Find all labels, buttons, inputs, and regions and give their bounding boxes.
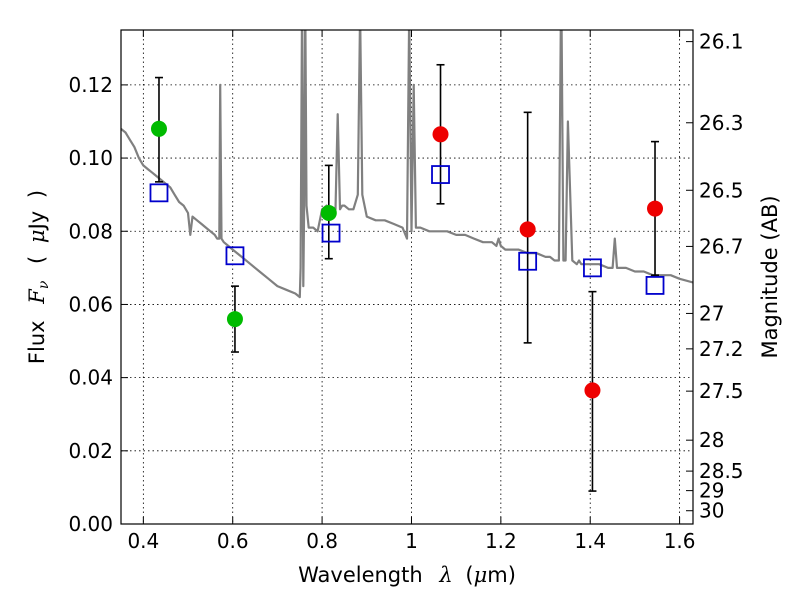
model-square-marker [149, 183, 169, 203]
y-axis-label-prefix: Flux [25, 320, 49, 364]
model-square-marker [225, 246, 245, 266]
y2-tick-label: 26.3 [699, 111, 744, 135]
y-axis-label-units-rest: Jy [25, 211, 49, 232]
red-point [519, 221, 536, 238]
red-point [584, 382, 601, 399]
y-tick-label: 0.04 [68, 366, 113, 390]
model-square-marker [321, 223, 341, 243]
y-tick-label: 0.12 [68, 73, 113, 97]
y-axis-label-symbol: F [25, 288, 49, 305]
x-tick-label: 0.6 [217, 529, 249, 553]
y2-tick-label: 27 [699, 301, 724, 325]
y2-tick-label: 28.5 [699, 459, 744, 483]
x-tick-label: 1.6 [664, 529, 696, 553]
y-axis-label: Flux Fν ( μJy ) [25, 190, 53, 364]
x-axis-label: Wavelength λ (μm) [298, 563, 516, 587]
y-tick-label: 0.08 [68, 219, 113, 243]
y-tick-label: 0.06 [68, 292, 113, 316]
model-square-marker [518, 251, 538, 271]
green-point [150, 120, 167, 137]
y-axis-label-units-close: ) [25, 190, 49, 198]
y2-tick-label: 28 [699, 428, 724, 452]
spectrum-line [121, 30, 693, 299]
y-axis-label-symbol-sub: ν [36, 280, 52, 289]
red-point [647, 200, 664, 217]
plot-frame [120, 29, 694, 525]
y-axis-label-units-open: ( [25, 256, 49, 264]
y2-tick-label: 26.5 [699, 178, 744, 202]
ticks: 0.4 0.6 0.8 1 1.2 1.4 1.6 0.00 0.02 0.04 0.06 0.08 0… [68, 30, 743, 553]
y2-tick-label: 26.7 [699, 234, 744, 258]
y2-axis-label: Magnitude (AB) [758, 195, 782, 358]
green-point [226, 311, 243, 328]
y-tick-label: 0.10 [68, 146, 113, 170]
x-axis-label-prefix: Wavelength [298, 563, 423, 587]
y2-tick-label: 29 [699, 479, 724, 503]
model-square-marker [583, 258, 602, 278]
y-axis-label-units-mu: μ [25, 229, 49, 243]
y-tick-label: 0.02 [68, 439, 113, 463]
y2-tick-label: 27.2 [699, 337, 744, 361]
red-point [432, 126, 449, 143]
model-square-marker [431, 165, 450, 184]
x-axis-label-units-open: ( [465, 563, 473, 587]
y2-tick-label: 27.5 [699, 379, 744, 403]
plot-area [121, 30, 693, 299]
x-tick-label: 0.4 [127, 529, 159, 553]
x-axis-label-units-rest: m) [487, 563, 516, 587]
grid [121, 30, 693, 525]
x-tick-label: 0.8 [306, 529, 338, 553]
x-axis-label-symbol: λ [438, 563, 452, 587]
x-tick-label: 1.2 [485, 529, 517, 553]
model-square-marker [645, 276, 665, 295]
x-tick-label: 1 [405, 529, 418, 553]
data-marks [149, 63, 665, 492]
y2-tick-label: 30 [699, 499, 724, 523]
x-axis-label-units-mu: μ [474, 563, 488, 587]
green-point [320, 204, 337, 221]
x-tick-label: 1.4 [574, 529, 606, 553]
y-tick-label: 0.00 [68, 512, 113, 536]
y2-tick-label: 26.1 [699, 30, 744, 54]
